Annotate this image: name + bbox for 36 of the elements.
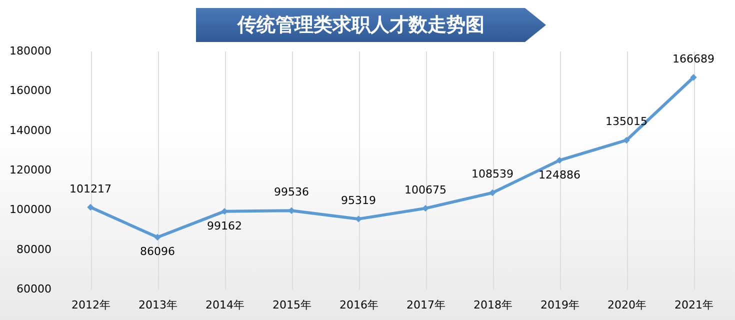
x-tick-label: 2012年: [72, 298, 110, 312]
point: [355, 216, 362, 222]
point: [422, 204, 429, 212]
y-tick-label: 120000: [10, 164, 52, 176]
x-tick-label: 2020年: [608, 298, 646, 312]
x-tick-label: 2018年: [474, 298, 512, 312]
x-tick-label: 2013年: [138, 298, 178, 312]
data-label: 86096: [140, 245, 175, 258]
data-label: 101217: [70, 182, 112, 196]
data-label: 108539: [472, 168, 514, 181]
data-label: 100675: [404, 183, 446, 196]
point: [154, 234, 161, 241]
data-label: 124886: [538, 168, 580, 182]
y-tick-label: 60000: [16, 282, 52, 296]
data-label: 95319: [341, 194, 376, 207]
point: [87, 204, 94, 211]
point: [489, 189, 496, 196]
data-label: 99536: [274, 186, 309, 199]
data-label: 99162: [207, 219, 242, 232]
x-tick-label: 2021年: [674, 298, 714, 312]
x-tick-label: 2014年: [206, 298, 244, 312]
y-tick-label: 100000: [10, 203, 52, 216]
y-tick-label: 180000: [10, 44, 52, 58]
point: [288, 207, 295, 214]
x-tick-label: 2016年: [340, 298, 378, 312]
y-tick-label: 160000: [10, 84, 52, 98]
x-tick-label: 2017年: [406, 298, 446, 312]
chart-title: 传统管理类求职人才数走势图: [236, 13, 486, 38]
data-label: 166689: [672, 52, 714, 66]
x-tick-label: 2015年: [272, 298, 312, 312]
point: [623, 136, 630, 144]
point: [556, 156, 563, 164]
y-tick-label: 140000: [10, 124, 52, 137]
y-tick-label: 80000: [16, 242, 52, 256]
point: [690, 74, 697, 81]
x-tick-label: 2019年: [540, 298, 580, 312]
